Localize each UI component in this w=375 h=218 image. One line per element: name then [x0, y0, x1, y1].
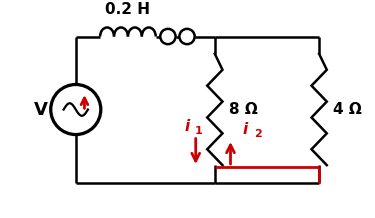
Text: 4 Ω: 4 Ω: [333, 102, 362, 117]
Text: 1: 1: [195, 126, 203, 136]
Text: 8 Ω: 8 Ω: [229, 102, 258, 117]
Text: 2: 2: [254, 129, 261, 139]
Text: 0.2 H: 0.2 H: [105, 2, 150, 17]
Text: V: V: [34, 100, 48, 119]
Text: i: i: [184, 119, 189, 134]
Text: i: i: [243, 122, 248, 137]
